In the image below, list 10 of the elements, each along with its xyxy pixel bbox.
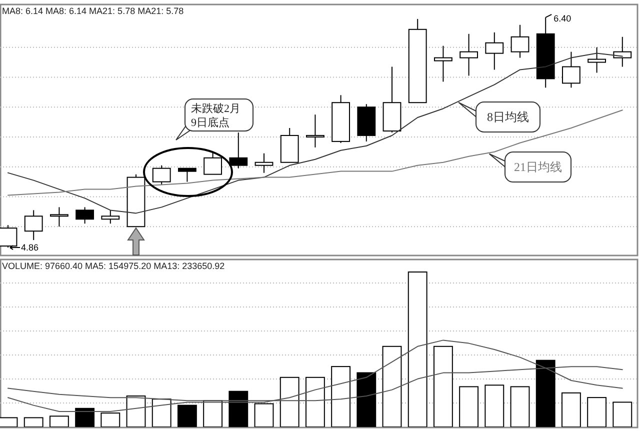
annotation: 4.86 [21,242,39,253]
annotation: 未跌破2月9日底点 [191,102,240,129]
title: MA8: 6.14 MA8: 6.14 MA21: 5.78 MA21: 5.78 [2,6,184,16]
title: VOLUME: 97660.40 MA5: 154975.20 MA13: 233650.92 [2,261,225,271]
series-label: 8日均线 [487,110,529,124]
annotation: 6.40 [554,13,572,24]
price-label: 6.40 [545,13,572,24]
note-callout: 未跌破2月9日底点 [143,98,254,197]
series-label: 21日均线 [514,160,562,174]
price-label: 4.86 [10,242,39,253]
